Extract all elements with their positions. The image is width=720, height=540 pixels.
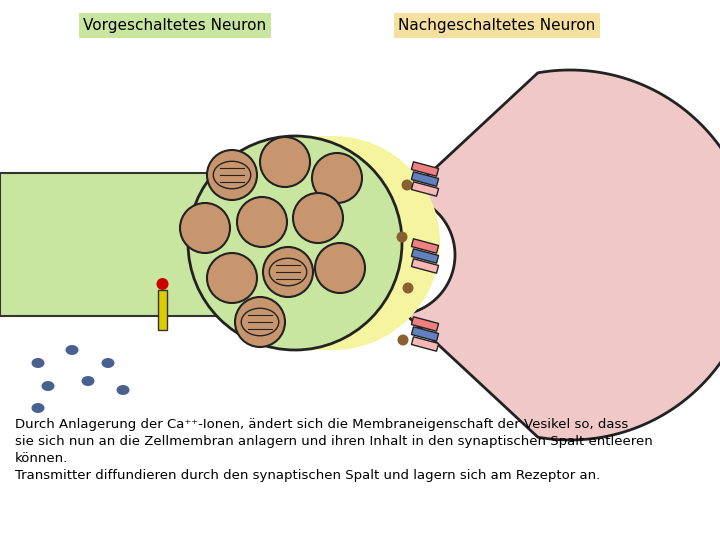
Ellipse shape bbox=[32, 358, 45, 368]
Polygon shape bbox=[411, 162, 438, 176]
Text: Nachgeschaltetes Neuron: Nachgeschaltetes Neuron bbox=[398, 18, 595, 33]
Circle shape bbox=[207, 253, 257, 303]
Ellipse shape bbox=[42, 381, 55, 391]
Bar bbox=[158, 290, 167, 330]
Circle shape bbox=[293, 193, 343, 243]
Polygon shape bbox=[411, 172, 438, 186]
Text: können.: können. bbox=[15, 452, 68, 465]
Polygon shape bbox=[411, 337, 438, 351]
Circle shape bbox=[180, 203, 230, 253]
Circle shape bbox=[402, 179, 413, 191]
Polygon shape bbox=[411, 239, 438, 253]
Circle shape bbox=[263, 247, 313, 297]
Polygon shape bbox=[405, 70, 720, 440]
Text: sie sich nun an die Zellmembran anlagern und ihren Inhalt in den synaptischen Sp: sie sich nun an die Zellmembran anlagern… bbox=[15, 435, 653, 448]
Circle shape bbox=[315, 243, 365, 293]
Text: Transmitter diffundieren durch den synaptischen Spalt und lagern sich am Rezepto: Transmitter diffundieren durch den synap… bbox=[15, 469, 600, 482]
Ellipse shape bbox=[32, 403, 45, 413]
Circle shape bbox=[207, 150, 257, 200]
Polygon shape bbox=[411, 327, 438, 341]
Polygon shape bbox=[411, 317, 438, 331]
Circle shape bbox=[235, 297, 285, 347]
Circle shape bbox=[312, 153, 362, 203]
Ellipse shape bbox=[81, 376, 94, 386]
Circle shape bbox=[260, 137, 310, 187]
Text: Durch Anlagerung der Ca⁺⁺-Ionen, ändert sich die Membraneigenschaft der Vesikel : Durch Anlagerung der Ca⁺⁺-Ionen, ändert … bbox=[15, 418, 629, 431]
Text: Vorgeschaltetes Neuron: Vorgeschaltetes Neuron bbox=[84, 18, 266, 33]
Bar bbox=[0, 173, 415, 316]
Circle shape bbox=[237, 197, 287, 247]
Polygon shape bbox=[411, 249, 438, 263]
Ellipse shape bbox=[102, 358, 114, 368]
Circle shape bbox=[156, 278, 168, 290]
Circle shape bbox=[402, 282, 413, 294]
Circle shape bbox=[188, 136, 402, 350]
Circle shape bbox=[397, 232, 408, 242]
Polygon shape bbox=[411, 182, 438, 196]
Ellipse shape bbox=[117, 385, 130, 395]
Polygon shape bbox=[411, 259, 438, 273]
Ellipse shape bbox=[66, 345, 78, 355]
Polygon shape bbox=[299, 136, 440, 350]
Circle shape bbox=[397, 334, 408, 346]
